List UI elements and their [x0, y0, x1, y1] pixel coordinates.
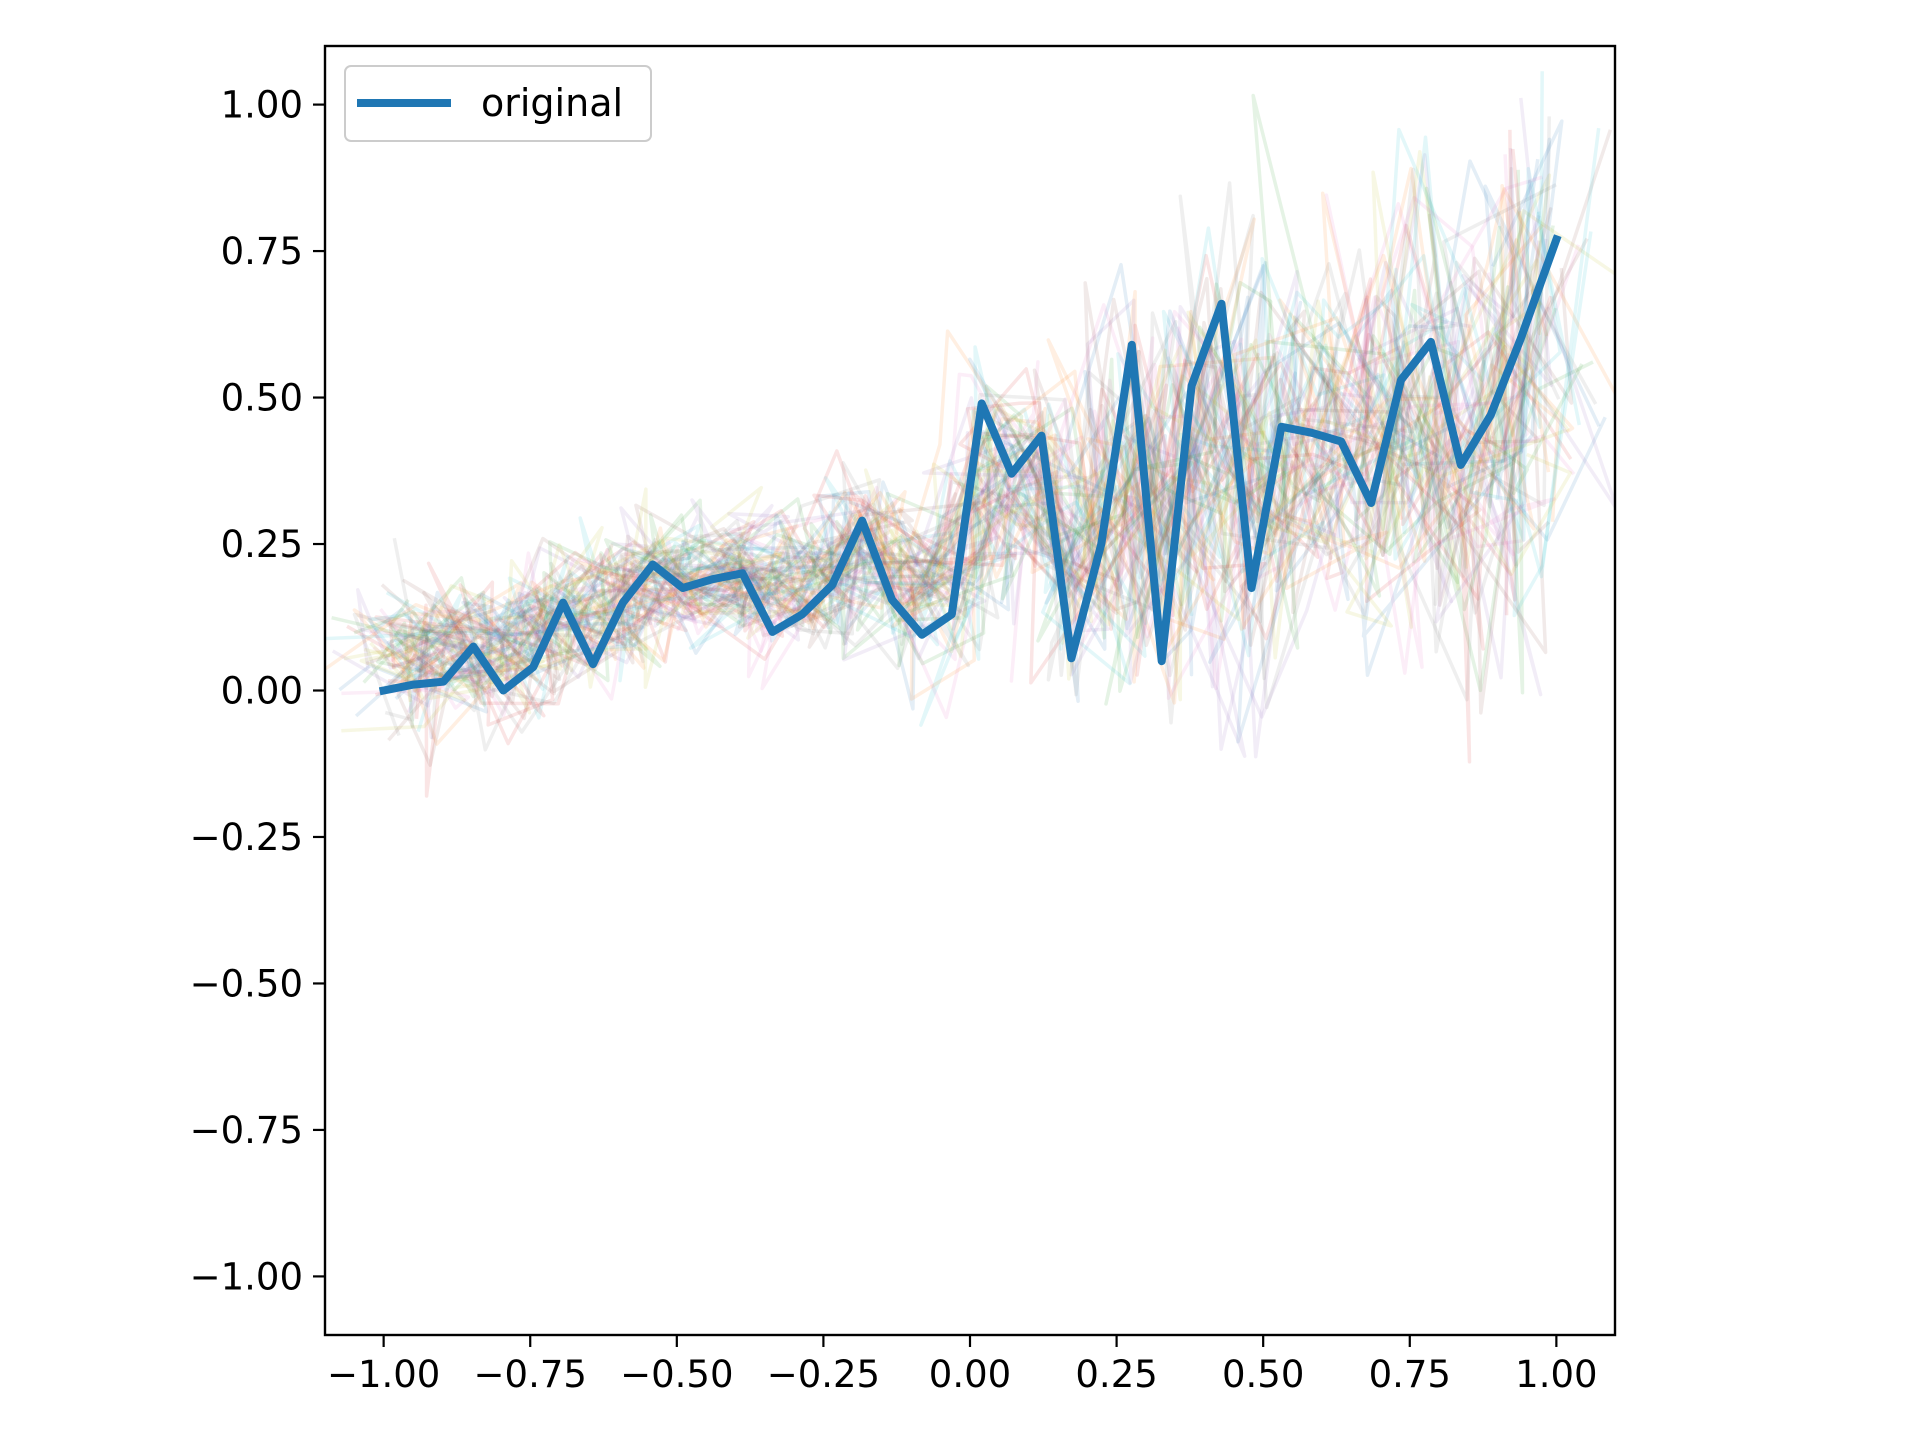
x-tick-label: −0.25	[767, 1353, 880, 1396]
series-original	[378, 234, 1562, 696]
background-trace	[367, 127, 1601, 676]
y-tick-label: −0.25	[190, 816, 303, 859]
series-line-original	[378, 234, 1562, 696]
y-tick-label: −0.50	[190, 962, 303, 1005]
legend-label-original: original	[481, 81, 623, 125]
y-axis: 1.00 0.75 0.50 0.25 0.00 −0.25 −0.50 −0.75 −1.00	[190, 84, 325, 1298]
background-trace	[387, 202, 1581, 720]
background-trace	[399, 253, 1575, 701]
background-trace	[359, 173, 1552, 703]
background-trace	[414, 129, 1517, 798]
background-trace	[400, 333, 1532, 647]
legend: original	[344, 65, 652, 142]
y-tick-label: 0.00	[221, 670, 303, 713]
background-trace	[331, 93, 1584, 707]
background-trace	[356, 148, 1527, 758]
background-trace	[386, 183, 1557, 682]
y-tick-label: 0.50	[221, 377, 303, 420]
background-trace	[398, 97, 1553, 719]
background-trace	[346, 223, 1573, 727]
x-axis: −1.00 −0.75 −0.50 −0.25 0.00 0.25 0.50 0.75 1.00	[327, 1335, 1598, 1396]
background-trace	[379, 309, 1557, 697]
x-tick-label: −0.75	[474, 1353, 587, 1396]
x-tick-label: 1.00	[1515, 1353, 1597, 1396]
background-trace	[362, 225, 1555, 693]
background-trace	[389, 285, 1510, 685]
y-tick-label: 1.00	[221, 84, 303, 127]
background-trace	[359, 273, 1615, 691]
y-tick-label: 0.25	[221, 523, 303, 566]
background-trace	[338, 295, 1607, 714]
background-trace	[394, 71, 1544, 684]
background-trace	[385, 254, 1519, 647]
background-trace	[400, 129, 1613, 699]
background-trace	[372, 175, 1543, 700]
x-tick-label: 0.50	[1222, 1353, 1304, 1396]
background-trace	[341, 154, 1525, 710]
background-trace	[404, 217, 1560, 746]
x-tick-label: 0.00	[929, 1353, 1011, 1396]
x-tick-label: −0.50	[620, 1353, 733, 1396]
y-tick-label: −0.75	[190, 1109, 303, 1152]
background-trace	[373, 184, 1601, 711]
background-trace	[353, 307, 1558, 692]
plot-frame	[323, 44, 1617, 1337]
background-trace	[392, 181, 1518, 734]
background-trace	[384, 339, 1594, 706]
background-trace	[325, 166, 1582, 727]
legend-box	[344, 65, 652, 142]
background-trace	[325, 183, 1551, 693]
background-trace	[341, 149, 1615, 733]
background-trace	[391, 187, 1615, 684]
x-tick-label: −1.00	[327, 1353, 440, 1396]
x-tick-label: 0.75	[1369, 1353, 1451, 1396]
x-tick-label: 0.25	[1075, 1353, 1157, 1396]
plot-background	[325, 46, 1615, 1335]
background-trace	[402, 127, 1562, 720]
background-trace	[374, 336, 1502, 669]
background-trace	[384, 194, 1598, 752]
background-trace	[408, 119, 1564, 744]
background-trace	[388, 148, 1531, 746]
background-trace	[368, 193, 1529, 718]
y-tick-label: −1.00	[190, 1255, 303, 1298]
background-trace	[343, 170, 1573, 684]
y-tick-label: 0.75	[221, 230, 303, 273]
